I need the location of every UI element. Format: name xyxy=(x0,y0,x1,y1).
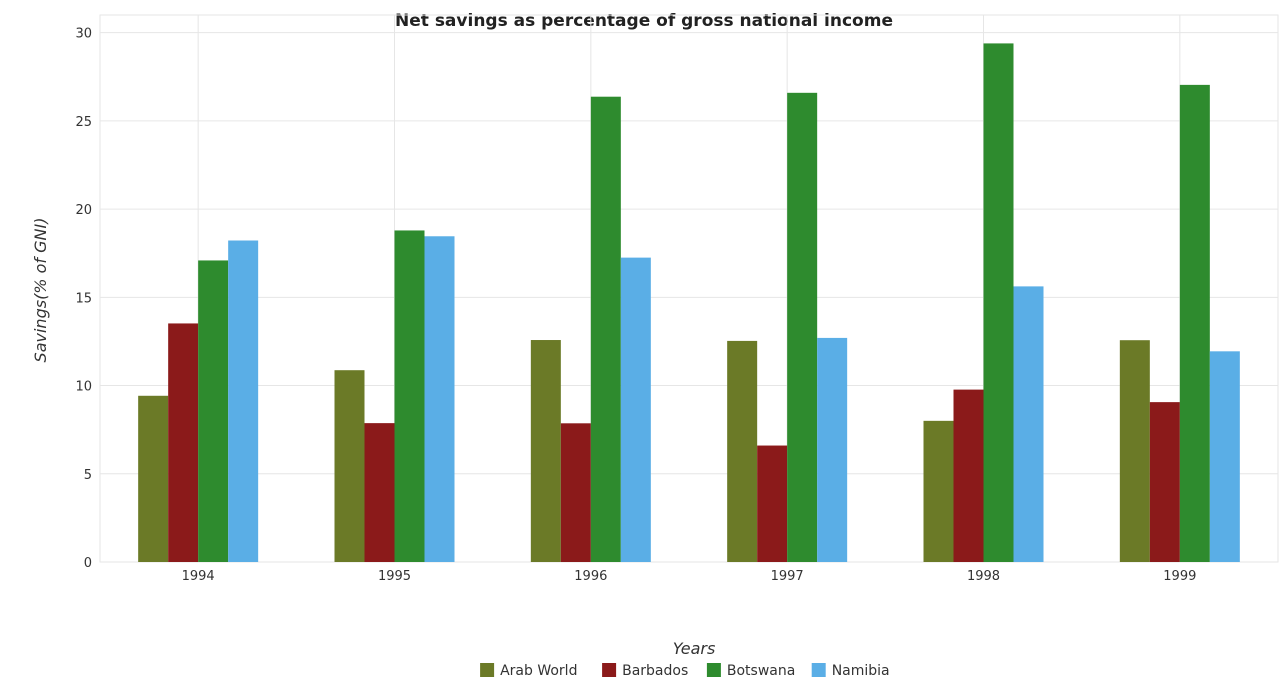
bar-barbados xyxy=(560,423,591,562)
bar-botswana xyxy=(394,230,425,562)
grid xyxy=(99,14,1279,563)
bar-botswana xyxy=(590,96,621,563)
y-tick-label: 25 xyxy=(75,115,92,130)
legend-label: Namibia xyxy=(832,663,890,679)
legend-swatch xyxy=(706,663,721,677)
y-tick-label: 0 xyxy=(84,556,92,571)
bar-botswana xyxy=(983,43,1014,563)
bar-arab-world xyxy=(334,370,365,562)
chart-title: Net savings as percentage of gross natio… xyxy=(395,11,893,31)
bar-barbados xyxy=(364,423,395,562)
y-tick-label: 10 xyxy=(75,380,92,395)
x-tick-label: 1998 xyxy=(967,569,1000,584)
x-axis-title: Years xyxy=(673,639,716,658)
bar-namibia xyxy=(424,236,455,562)
bar-barbados xyxy=(168,323,199,562)
legend-swatch xyxy=(480,663,495,677)
bar-arab-world xyxy=(727,340,758,562)
bar-barbados xyxy=(757,445,788,562)
y-tick-label: 20 xyxy=(75,203,92,218)
legend-swatch xyxy=(602,663,617,677)
x-axis-ticks: 1994 1995 1996 1997 1998 1999 xyxy=(182,569,1197,584)
x-tick-label: 1995 xyxy=(378,569,411,584)
legend-label: Botswana xyxy=(727,663,795,679)
legend: Arab World Barbados Botswana Namibia xyxy=(480,663,890,679)
legend-label: Barbados xyxy=(622,663,688,679)
bar-barbados xyxy=(953,389,984,562)
bar-arab-world xyxy=(530,340,561,562)
y-axis-ticks: 0 5 10 15 20 25 30 xyxy=(75,27,92,571)
bar-botswana xyxy=(787,92,818,563)
bar-arab-world xyxy=(1119,340,1150,562)
x-tick-label: 1994 xyxy=(182,569,215,584)
x-tick-label: 1999 xyxy=(1163,569,1196,584)
bar-namibia xyxy=(1209,351,1240,562)
bar-namibia xyxy=(817,337,848,562)
legend-label: Arab World xyxy=(500,663,577,679)
bar-namibia xyxy=(1013,286,1044,562)
x-tick-label: 1997 xyxy=(771,569,804,584)
bar-namibia xyxy=(620,257,651,562)
bar-namibia xyxy=(228,240,259,562)
y-axis-title: Savings(% of GNI) xyxy=(31,218,50,363)
y-tick-label: 15 xyxy=(75,291,92,306)
y-tick-label: 30 xyxy=(75,27,92,42)
legend-swatch xyxy=(811,663,826,677)
bar-arab-world xyxy=(138,395,169,562)
bar-botswana xyxy=(198,260,229,562)
bars xyxy=(138,43,1240,563)
bar-barbados xyxy=(1149,402,1180,562)
x-tick-label: 1996 xyxy=(574,569,607,584)
plot-frame xyxy=(99,14,1279,563)
y-tick-label: 5 xyxy=(84,468,92,483)
bar-arab-world xyxy=(923,420,954,562)
bar-botswana xyxy=(1179,84,1210,562)
